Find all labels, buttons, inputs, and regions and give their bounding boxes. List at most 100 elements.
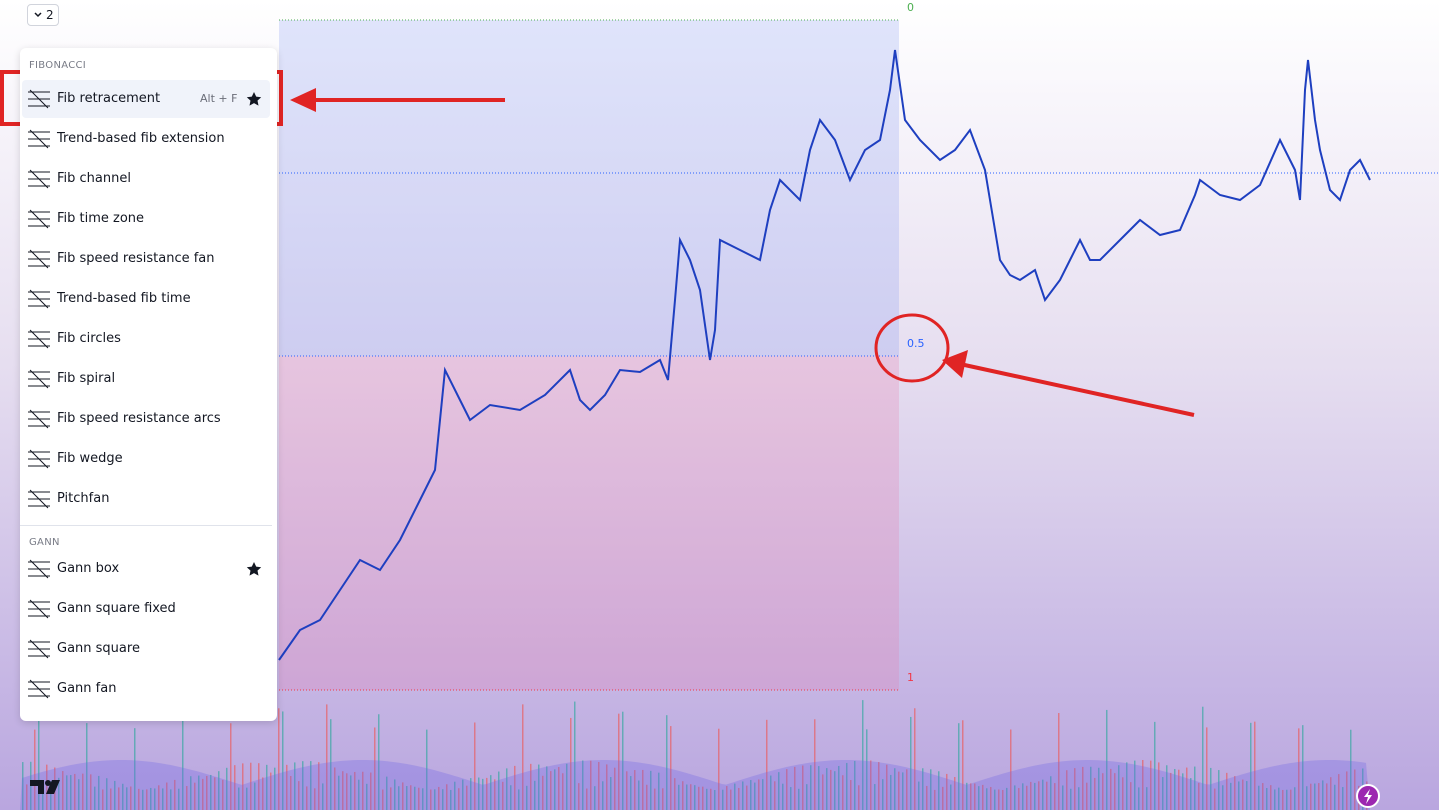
- volume-bar: [362, 771, 364, 810]
- tool-icon: [28, 679, 50, 699]
- volume-bar: [214, 777, 216, 810]
- volume-bar: [62, 771, 64, 810]
- volume-bar: [1222, 785, 1224, 810]
- volume-bar: [138, 788, 140, 810]
- volume-bar: [150, 787, 152, 810]
- volume-bar: [26, 784, 28, 810]
- volume-bar: [82, 773, 84, 810]
- volume-bar: [974, 783, 976, 810]
- volume-bar: [390, 787, 392, 810]
- volume-bar: [1090, 766, 1092, 810]
- volume-bar: [870, 760, 872, 810]
- item-label: Pitchfan: [57, 491, 110, 506]
- volume-bar: [862, 700, 864, 810]
- menu-item[interactable]: Fib channel: [22, 160, 270, 198]
- volume-bar: [894, 768, 896, 810]
- volume-bar: [258, 763, 260, 810]
- tool-icon: [28, 409, 50, 429]
- volume-bar: [1050, 776, 1052, 810]
- volume-bar: [686, 784, 688, 810]
- item-label: Trend-based fib time: [57, 291, 191, 306]
- item-label: Fib spiral: [57, 371, 116, 386]
- item-label: Gann square: [57, 641, 140, 656]
- favorite-star[interactable]: [246, 91, 262, 107]
- volume-bar: [166, 782, 168, 810]
- volume-bar: [370, 772, 372, 810]
- menu-item[interactable]: Fib wedge: [22, 440, 270, 478]
- volume-bar: [606, 764, 608, 810]
- layout-selector[interactable]: 2: [27, 4, 59, 26]
- volume-bar: [1230, 782, 1232, 810]
- menu-item[interactable]: Fib spiral: [22, 360, 270, 398]
- volume-bar: [158, 785, 160, 810]
- volume-bar: [1338, 774, 1340, 810]
- favorite-star[interactable]: [246, 561, 262, 577]
- menu-item[interactable]: Gann square fixed: [22, 590, 270, 628]
- volume-bar: [722, 789, 724, 810]
- volume-bar: [206, 775, 208, 810]
- fib-level-label: 0: [907, 1, 914, 14]
- volume-bar: [854, 760, 856, 810]
- volume-bar: [1218, 770, 1220, 810]
- menu-item[interactable]: Trend-based fib time: [22, 280, 270, 318]
- volume-bar: [1262, 783, 1264, 810]
- volume-bar: [650, 770, 652, 810]
- menu-item[interactable]: Fib retracement Alt + F: [22, 80, 270, 118]
- volume-bar: [22, 762, 24, 810]
- tool-icon-path: [28, 639, 50, 659]
- volume-bar: [538, 764, 540, 810]
- volume-bar: [106, 778, 108, 810]
- volume-bar: [806, 784, 808, 810]
- volume-bar: [590, 760, 592, 810]
- volume-bar: [1254, 721, 1256, 810]
- menu-item[interactable]: Fib speed resistance arcs: [22, 400, 270, 438]
- volume-bar: [818, 766, 820, 810]
- volume-bar: [754, 782, 756, 810]
- volume-bar: [1346, 771, 1348, 810]
- volume-bar: [318, 762, 320, 810]
- menu-item[interactable]: Fib circles: [22, 320, 270, 358]
- volume-bar: [338, 775, 340, 810]
- volume-bar: [702, 786, 704, 810]
- volume-bar: [666, 715, 668, 810]
- volume-bar: [1134, 760, 1136, 810]
- volume-bar: [78, 779, 80, 810]
- menu-item[interactable]: Fib time zone: [22, 200, 270, 238]
- volume-bar: [386, 776, 388, 810]
- volume-bar: [1242, 779, 1244, 810]
- volume-bar: [1194, 766, 1196, 810]
- volume-bar: [1082, 766, 1084, 810]
- layout-count: 2: [46, 8, 54, 22]
- menu-item[interactable]: Gann square: [22, 630, 270, 668]
- menu-item[interactable]: Pitchfan: [22, 480, 270, 518]
- menu-item[interactable]: Fib speed resistance fan: [22, 240, 270, 278]
- tool-icon-path: [28, 289, 50, 309]
- fib-level-label: 0.5: [907, 337, 925, 350]
- volume-bar: [1286, 789, 1288, 810]
- volume-bar: [1054, 783, 1056, 810]
- tool-icon-path: [28, 209, 50, 229]
- volume-bar: [742, 781, 744, 810]
- volume-bar: [170, 789, 172, 810]
- menu-item[interactable]: Trend-based fib extension: [22, 120, 270, 158]
- volume-bar: [1278, 787, 1280, 810]
- volume-bar: [1046, 781, 1048, 810]
- volume-bar: [1190, 778, 1192, 810]
- volume-bar: [758, 779, 760, 810]
- volume-bar: [662, 788, 664, 810]
- volume-bar: [786, 769, 788, 810]
- volume-bar: [1058, 713, 1060, 810]
- volume-bar: [1226, 772, 1228, 810]
- menu-item[interactable]: Gann box: [22, 550, 270, 588]
- volume-bar: [250, 762, 252, 810]
- volume-bar: [414, 786, 416, 810]
- volume-bar: [222, 779, 224, 810]
- volume-bar: [1074, 768, 1076, 810]
- volume-bar: [770, 775, 772, 810]
- volume-bar: [1330, 777, 1332, 810]
- volume-bar: [1034, 782, 1036, 810]
- tool-icon: [28, 209, 50, 229]
- volume-bar: [910, 716, 912, 810]
- menu-item[interactable]: Gann fan: [22, 670, 270, 708]
- volume-bar: [522, 704, 524, 810]
